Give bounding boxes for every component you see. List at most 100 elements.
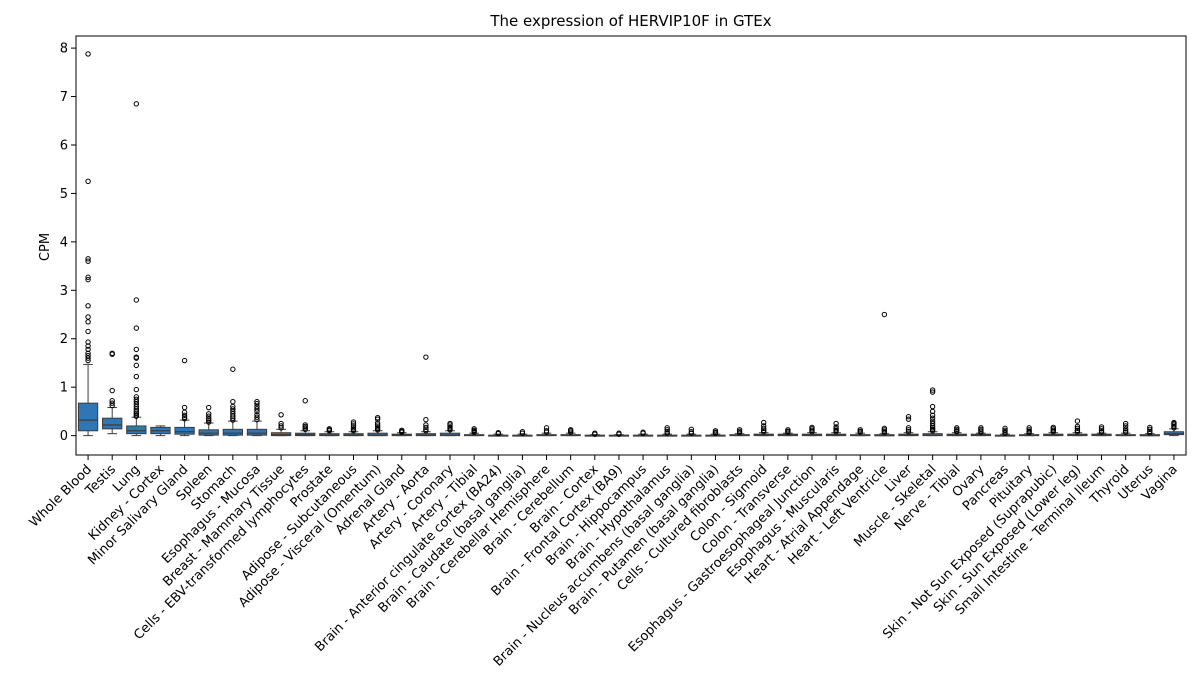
outlier-point — [929, 418, 936, 424]
outlier-point — [881, 425, 888, 432]
outlier-point — [109, 387, 115, 394]
outlier-point — [278, 420, 284, 427]
outlier-point — [85, 274, 91, 280]
box-group — [150, 425, 171, 437]
box-group — [102, 350, 123, 435]
outlier-point — [85, 352, 91, 359]
outlier-point — [1074, 425, 1081, 432]
box-group — [1019, 425, 1040, 437]
outlier-point — [254, 414, 260, 420]
outlier-point — [85, 319, 91, 325]
outlier-point — [905, 429, 912, 435]
box-group — [488, 430, 509, 437]
outlier-point — [1098, 428, 1105, 434]
outlier-point — [85, 339, 91, 345]
box-group — [874, 311, 895, 437]
box-iqr — [126, 425, 147, 435]
y-tick-label: 1 — [60, 381, 68, 396]
box-group — [657, 425, 678, 437]
outlier-point — [688, 429, 695, 435]
outlier-point — [254, 412, 260, 418]
box-group — [270, 412, 292, 437]
box-group — [391, 427, 412, 437]
outlier-point — [543, 428, 550, 434]
outlier-point — [302, 422, 308, 428]
outlier-point — [543, 425, 550, 431]
box-group — [1043, 424, 1064, 437]
outlier-point — [181, 404, 188, 411]
outlier-point — [567, 427, 574, 433]
outlier-point — [688, 426, 695, 433]
outlier-point — [954, 425, 960, 431]
outlier-point — [254, 400, 260, 407]
outlier-point — [206, 411, 212, 417]
box-group — [1091, 424, 1112, 437]
outlier-point — [350, 425, 357, 431]
outlier-point — [447, 420, 453, 427]
box-group — [560, 427, 581, 437]
outlier-point — [278, 423, 284, 429]
outlier-point — [1002, 425, 1008, 432]
y-tick-label: 4 — [60, 235, 68, 250]
outlier-point — [1074, 418, 1081, 424]
outlier-point — [929, 403, 936, 410]
outlier-point — [929, 420, 936, 427]
outlier-point — [399, 427, 405, 433]
outlier-point — [85, 350, 91, 356]
outlier-point — [905, 427, 912, 433]
box-group — [681, 426, 702, 437]
box-group — [1067, 418, 1088, 437]
box-group — [464, 426, 485, 437]
outlier-point — [85, 276, 91, 283]
y-tick-label: 8 — [60, 42, 68, 57]
outlier-point — [447, 424, 453, 430]
outlier-point — [1122, 423, 1129, 429]
chart-title: The expression of HERVIP10F in GTEx — [489, 12, 771, 30]
outlier-point — [278, 412, 284, 418]
box-group — [367, 415, 388, 437]
y-tick-label: 6 — [60, 138, 68, 153]
box-group — [898, 414, 919, 437]
outlier-point — [495, 430, 501, 436]
box-group — [946, 425, 967, 437]
outlier-point — [736, 427, 743, 433]
outlier-point — [374, 424, 381, 430]
outlier-point — [181, 409, 188, 416]
box-iqr — [246, 428, 268, 436]
outlier-point — [857, 427, 863, 433]
outlier-point — [133, 354, 140, 360]
outlier-point — [905, 414, 912, 420]
outlier-point — [230, 366, 236, 372]
outlier-point — [881, 311, 888, 318]
outlier-point — [350, 423, 357, 429]
outlier-point — [109, 350, 115, 356]
outlier-point — [1026, 427, 1032, 433]
box-iqr — [198, 429, 219, 436]
box-iqr — [102, 417, 123, 430]
outlier-point — [85, 343, 91, 349]
outlier-point — [1002, 427, 1008, 433]
outlier-point — [206, 413, 212, 419]
outlier-point — [230, 417, 236, 423]
outlier-point — [833, 424, 839, 430]
outlier-point — [109, 398, 115, 404]
outlier-point — [592, 430, 598, 436]
outlier-point — [85, 303, 91, 309]
outlier-point — [230, 399, 236, 405]
box-group — [222, 366, 243, 437]
outlier-point — [302, 398, 308, 404]
outlier-point — [133, 396, 140, 402]
outlier-point — [254, 406, 260, 412]
outlier-point — [423, 416, 429, 423]
outlier-point — [929, 412, 936, 418]
outlier-point — [85, 256, 91, 262]
box-group — [850, 427, 871, 437]
outlier-point — [1026, 425, 1032, 431]
box-group — [343, 419, 364, 437]
y-tick-label: 5 — [60, 187, 68, 202]
outlier-point — [85, 346, 91, 353]
outlier-point — [640, 429, 646, 435]
box-group — [1139, 424, 1160, 437]
